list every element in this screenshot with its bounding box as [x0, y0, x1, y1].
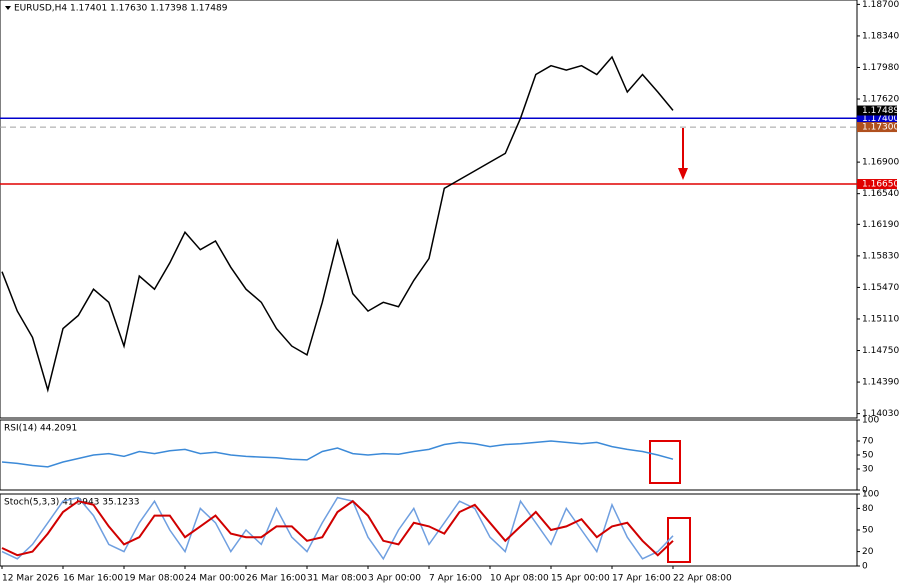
series-line	[1, 440, 674, 468]
y-tick-label: 1.17620	[862, 95, 899, 105]
x-tick-label: 10 Apr 08:00	[490, 574, 549, 584]
last-price-label: 1.17489	[862, 106, 899, 116]
panel-title: Stoch(5,3,3) 41.9943 35.1233	[4, 498, 139, 508]
x-tick-label: 7 Apr 16:00	[429, 574, 482, 584]
y-tick-label: 100	[862, 416, 879, 426]
panel-title: EURUSD,H4 1.17401 1.17630 1.17398 1.1748…	[14, 4, 228, 14]
series-line	[1, 55, 674, 393]
x-tick-label: 16 Mar 16:00	[63, 574, 123, 584]
price-tag-label: 1.17400	[862, 114, 899, 124]
x-tick-label: 17 Apr 16:00	[612, 574, 671, 584]
y-tick-label: 50	[862, 451, 874, 461]
y-tick-label: 1.16900	[862, 158, 899, 168]
y-tick-label: 80	[862, 504, 874, 514]
x-tick-label: 19 Mar 08:00	[124, 574, 184, 584]
x-tick-label: 24 Mar 00:00	[185, 574, 245, 584]
price-tag	[857, 179, 897, 190]
x-tick-label: 22 Apr 08:00	[673, 574, 732, 584]
price-frame	[0, 0, 858, 419]
y-tick-label: 1.16540	[862, 189, 899, 199]
y-tick-label: 1.15830	[862, 251, 899, 261]
panel-title: RSI(14) 44.2091	[4, 424, 77, 434]
y-tick-label: 1.18700	[862, 0, 899, 10]
stoch-highlight	[667, 517, 691, 563]
last-price-tag	[857, 105, 897, 116]
series-line	[1, 496, 674, 561]
y-tick-label: 1.15470	[862, 283, 899, 293]
y-tick-label: 30	[862, 465, 874, 475]
y-tick-label: 70	[862, 437, 874, 447]
x-tick-label: 12 Mar 2026	[2, 574, 59, 584]
y-tick-label: 0	[862, 486, 868, 496]
y-tick-label: 1.17980	[862, 63, 899, 73]
price-tag-label: 1.17300	[862, 123, 899, 133]
series-line	[1, 499, 674, 557]
y-tick-label: 1.16190	[862, 220, 899, 230]
y-tick-label: 50	[862, 526, 874, 536]
y-tick-label: 1.15110	[862, 314, 899, 324]
x-tick-label: 31 Mar 08:00	[307, 574, 367, 584]
price-tag	[857, 113, 897, 124]
x-tick-label: 26 Mar 16:00	[246, 574, 306, 584]
x-tick-label: 3 Apr 00:00	[368, 574, 421, 584]
y-tick-label: 1.18340	[862, 31, 899, 41]
y-tick-label: 1.14030	[862, 409, 899, 419]
x-tick-label: 15 Apr 00:00	[551, 574, 610, 584]
price-tag	[857, 122, 897, 133]
symbol-icon	[5, 6, 11, 10]
y-tick-label: 1.14390	[862, 378, 899, 388]
rsi-highlight	[649, 440, 681, 484]
arrow-head	[678, 168, 688, 180]
y-tick-label: 100	[862, 490, 879, 500]
y-tick-label: 1.14750	[862, 346, 899, 356]
price-tag-label: 1.16650	[862, 180, 899, 190]
y-tick-label: 0	[862, 562, 868, 572]
y-tick-label: 20	[862, 547, 874, 557]
